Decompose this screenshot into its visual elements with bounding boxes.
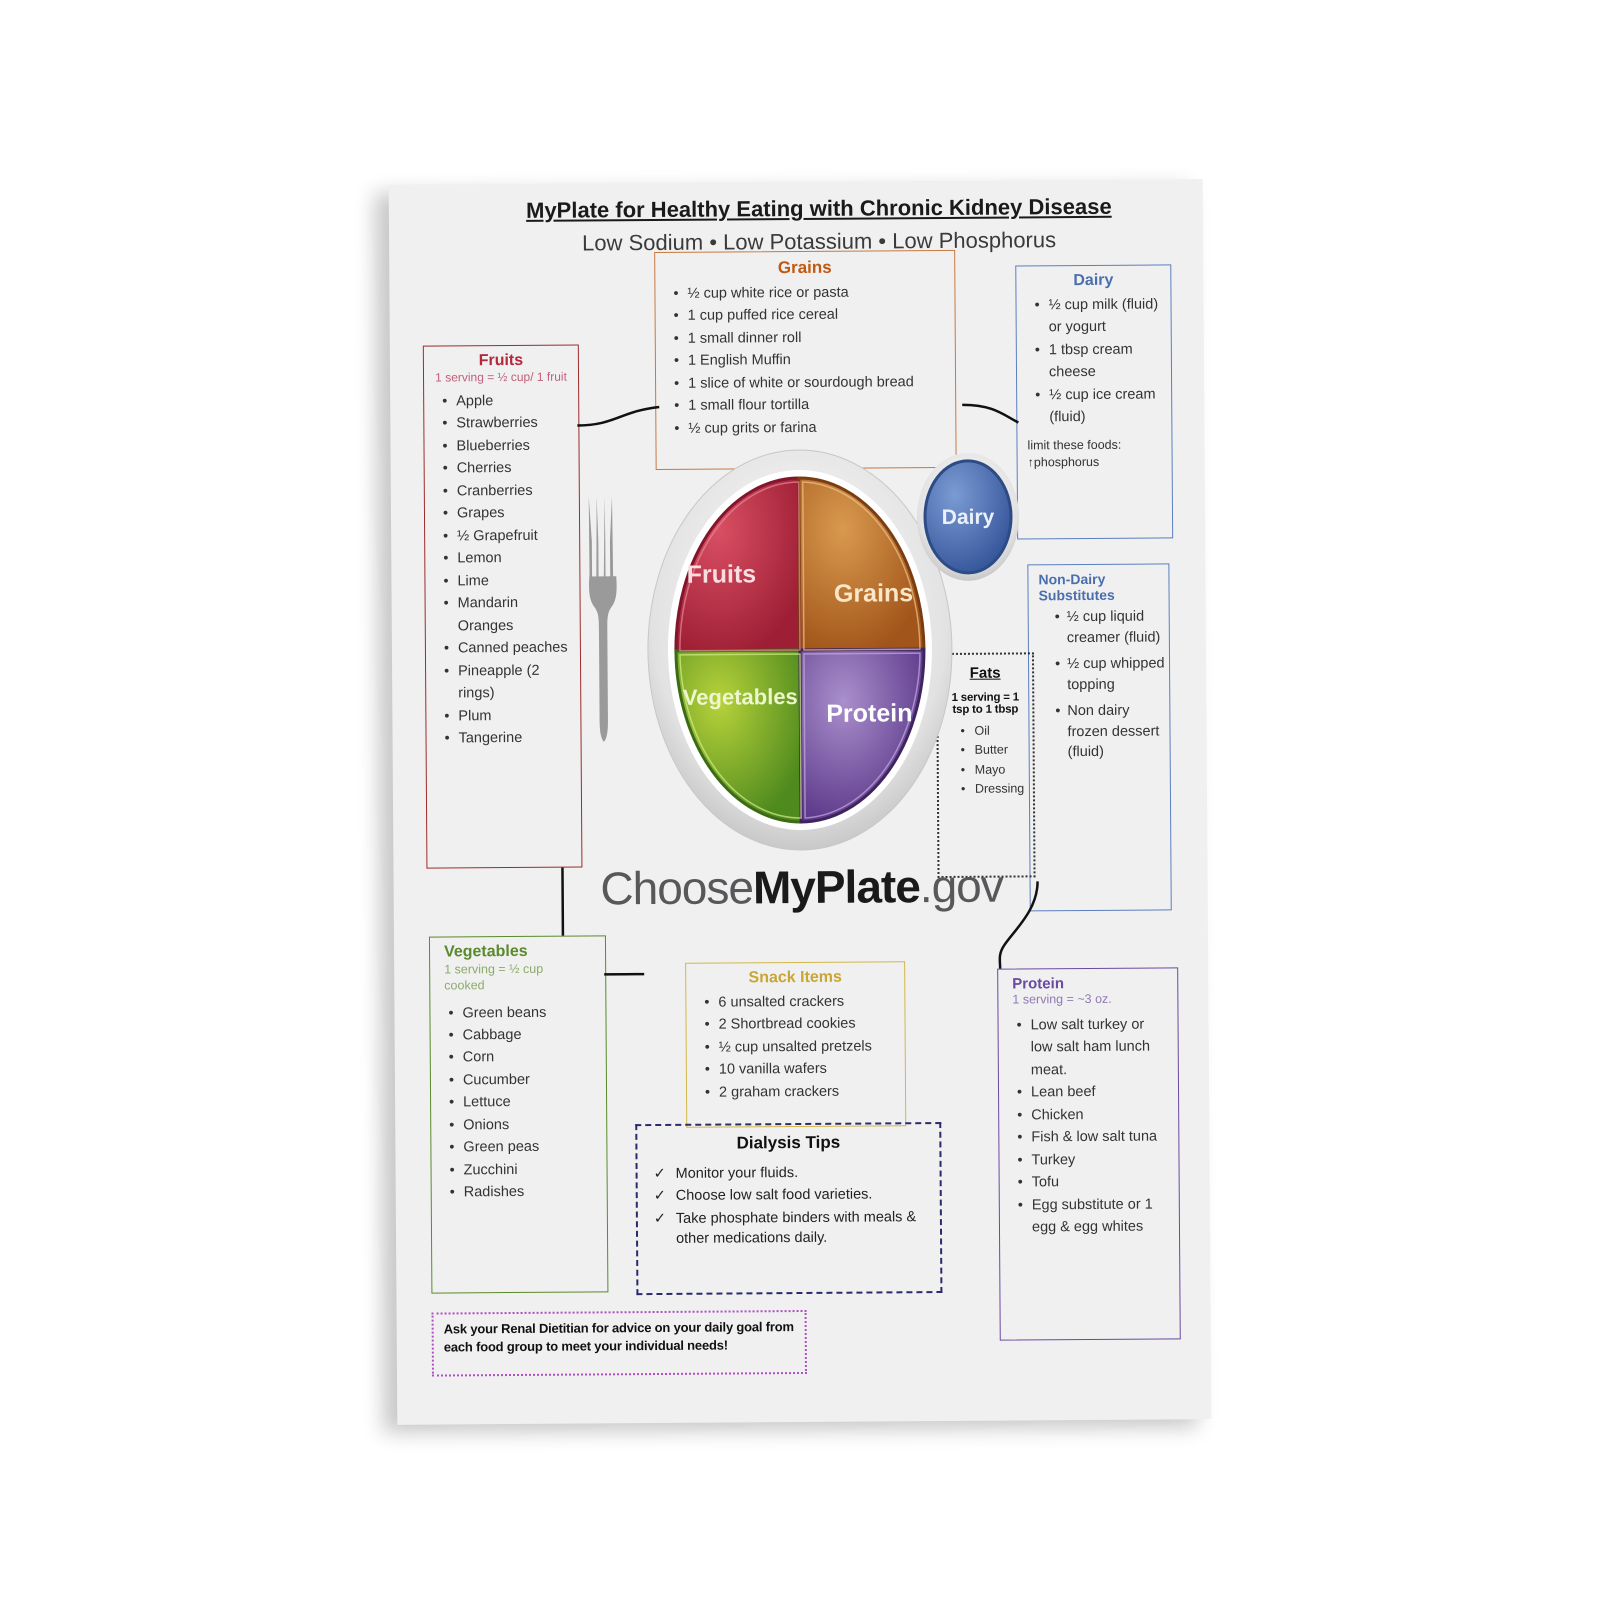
svg-text:Grains: Grains	[834, 579, 913, 608]
svg-text:Protein: Protein	[826, 699, 912, 728]
svg-text:Vegetables: Vegetables	[683, 684, 798, 710]
svg-text:Fruits: Fruits	[687, 560, 757, 588]
svg-text:Dairy: Dairy	[942, 506, 995, 529]
